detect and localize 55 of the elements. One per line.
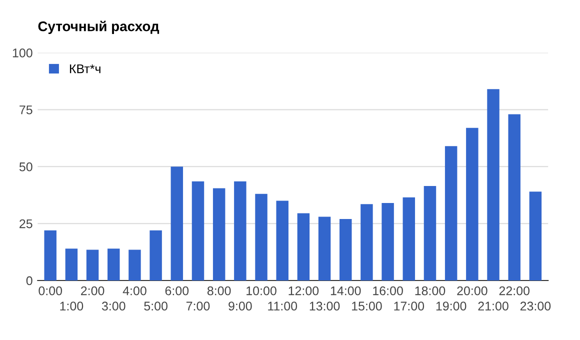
bar bbox=[86, 250, 99, 280]
x-tick-label: 19:00 bbox=[436, 302, 466, 311]
x-tick-label: 22:00 bbox=[499, 286, 530, 296]
x-tick-label: 5:00 bbox=[144, 302, 168, 311]
x-tick-label: 11:00 bbox=[268, 302, 298, 311]
x-tick-label: 14:00 bbox=[330, 286, 361, 296]
legend-label: КВт*ч bbox=[70, 64, 100, 74]
bar bbox=[65, 248, 78, 280]
x-tick-label: 2:00 bbox=[81, 286, 104, 296]
bar bbox=[318, 216, 331, 280]
y-tick-label: 25 bbox=[20, 219, 32, 228]
bar bbox=[192, 181, 204, 280]
bar bbox=[340, 218, 352, 280]
x-tick-label: 21:00 bbox=[478, 302, 508, 311]
bar bbox=[487, 89, 500, 280]
x-tick-label: 23:00 bbox=[520, 302, 551, 311]
y-tick-label: 50 bbox=[19, 162, 32, 172]
bar bbox=[529, 192, 542, 280]
chart-title: Суточный расход bbox=[38, 20, 160, 34]
bar bbox=[402, 197, 416, 280]
x-tick-label: 1:00 bbox=[60, 302, 84, 311]
x-tick-label: 18:00 bbox=[415, 286, 446, 296]
bar bbox=[255, 194, 268, 280]
x-tick-label: 17:00 bbox=[394, 302, 424, 311]
bar bbox=[108, 248, 120, 280]
x-tick-label: 0:00 bbox=[38, 286, 62, 296]
bar bbox=[360, 204, 373, 280]
bar bbox=[508, 114, 520, 280]
x-tick-label: 13:00 bbox=[310, 302, 340, 311]
x-tick-label: 16:00 bbox=[373, 286, 403, 296]
x-tick-label: 15:00 bbox=[352, 302, 382, 311]
x-tick-label: 8:00 bbox=[207, 286, 231, 296]
bar bbox=[150, 230, 162, 280]
bar bbox=[234, 181, 246, 280]
bar bbox=[297, 213, 310, 280]
x-tick-label: 12:00 bbox=[288, 286, 319, 296]
y-tick-label: 75 bbox=[20, 106, 32, 114]
bar bbox=[444, 146, 458, 280]
x-tick-label: 9:00 bbox=[228, 302, 252, 311]
x-tick-label: 6:00 bbox=[165, 286, 189, 296]
bar bbox=[466, 128, 478, 280]
x-tick-label: 4:00 bbox=[122, 286, 146, 296]
x-tick-label: 20:00 bbox=[457, 286, 488, 296]
bar bbox=[382, 203, 394, 280]
bar bbox=[424, 186, 436, 280]
x-tick-label: 3:00 bbox=[102, 302, 126, 311]
x-tick-label: 10:00 bbox=[246, 286, 276, 296]
bar bbox=[44, 230, 56, 280]
bar bbox=[212, 188, 226, 280]
bar bbox=[170, 166, 184, 280]
x-tick-label: 7:00 bbox=[186, 302, 210, 311]
bar bbox=[276, 200, 288, 280]
bar bbox=[128, 250, 141, 280]
y-tick-label: 0 bbox=[26, 276, 32, 286]
y-tick-label: 100 bbox=[12, 48, 32, 58]
